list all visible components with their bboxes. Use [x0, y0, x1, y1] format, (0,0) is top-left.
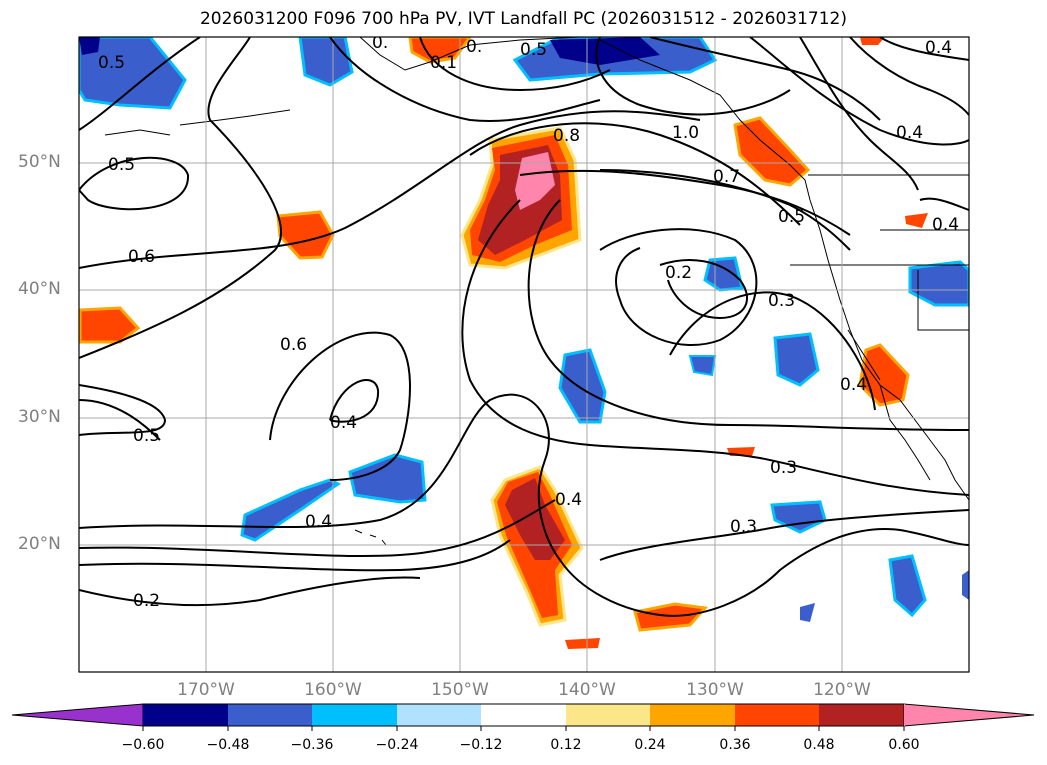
contour-label: 0. [466, 37, 482, 57]
contour-label: 0.5 [778, 207, 805, 227]
colorbar-tick-label: 0.12 [550, 737, 582, 753]
contour-label: 0.3 [730, 517, 757, 537]
contour-label: 0.4 [555, 490, 582, 510]
colorbar-tick-label: −0.48 [206, 737, 250, 753]
colorbar-extend-low [11, 703, 144, 727]
contour-label: 0.3 [770, 458, 797, 478]
lat-label: 40°N [18, 279, 61, 299]
contour-label: 0.1 [430, 53, 457, 73]
colorbar-bin [735, 704, 819, 726]
negative-anomaly-shading [79, 37, 969, 622]
lat-label: 50°N [18, 152, 61, 172]
colorbar-tick-label: −0.12 [459, 737, 503, 753]
lon-label: 170°W [177, 680, 235, 700]
colorbar-bin [228, 704, 312, 726]
contour-label: 0.5 [108, 155, 135, 175]
contour-label: 0.2 [133, 591, 160, 611]
contour-label: 0.8 [553, 126, 580, 146]
pv-contours [79, 37, 969, 617]
colorbar-tick-label: 0.60 [888, 737, 920, 753]
colorbar-bin [481, 704, 566, 726]
colorbar-bin [143, 704, 228, 726]
contour-label: 0.5 [133, 426, 160, 446]
colorbar-tick-label: −0.60 [121, 737, 165, 753]
contour-label: 0. [372, 33, 388, 53]
contour-label: 0.4 [932, 215, 959, 235]
lon-label: 150°W [431, 680, 489, 700]
lon-label: 160°W [304, 680, 362, 700]
contour-label: 0.5 [98, 53, 125, 73]
plot-area: 0.5 0.5 0.5 0.6 0.6 0.5 0.4 0.4 0.2 0.8 … [79, 33, 969, 672]
colorbar [11, 703, 1035, 731]
colorbar-tick-label: 0.48 [803, 737, 835, 753]
contour-label: 0.4 [896, 123, 923, 143]
lat-label: 20°N [18, 534, 61, 554]
colorbar-extend-high [903, 703, 1035, 727]
contour-label: 0.4 [305, 512, 332, 532]
lat-label: 30°N [18, 407, 61, 427]
gridlines [79, 37, 969, 672]
contour-label: 0.3 [768, 291, 795, 311]
contour-label: 0.6 [128, 247, 155, 267]
contour-label: 0.6 [280, 335, 307, 355]
colorbar-bin [312, 704, 397, 726]
colorbar-tick-label: −0.24 [375, 737, 419, 753]
coastlines [104, 37, 969, 546]
contour-label: 0.5 [520, 40, 547, 60]
lon-label: 130°W [686, 680, 744, 700]
lon-label: 120°W [813, 680, 871, 700]
colorbar-tick-label: 0.36 [719, 737, 751, 753]
colorbar-bin [566, 704, 650, 726]
lon-label: 140°W [558, 680, 616, 700]
map-title: 2026031200 F096 700 hPa PV, IVT Landfall… [199, 9, 847, 29]
colorbar-bin [650, 704, 735, 726]
contour-label: 0.4 [330, 413, 357, 433]
contour-label: 0.2 [665, 263, 692, 283]
plot-frame [78, 36, 970, 673]
contour-label: 0.4 [840, 375, 867, 395]
colorbar-tick-label: −0.36 [290, 737, 334, 753]
colorbar-bin [397, 704, 481, 726]
contour-labels: 0.5 0.5 0.5 0.6 0.6 0.5 0.4 0.4 0.2 0.8 … [98, 33, 959, 611]
contour-label: 1.0 [672, 123, 699, 143]
contour-label: 0.7 [713, 167, 740, 187]
colorbar-bin [819, 704, 904, 726]
contour-label: 0.4 [925, 38, 952, 58]
colorbar-tick-label: 0.24 [634, 737, 666, 753]
